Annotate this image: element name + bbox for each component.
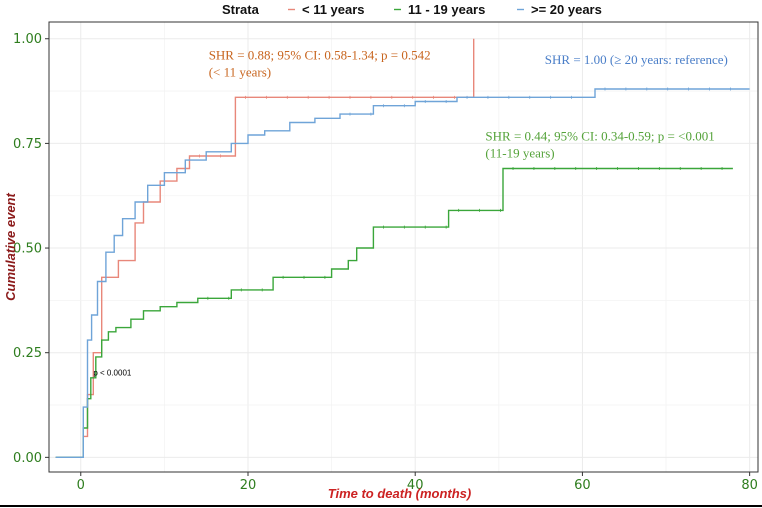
annotation-line: SHR = 1.00 (≥ 20 years: reference) [545,52,728,67]
annotation-2: SHR = 1.00 (≥ 20 years: reference) [545,52,728,67]
annotation-line: (11-19 years) [485,145,554,160]
annotation-3: SHR = 0.44; 95% CI: 0.34-0.59; p = <0.00… [485,128,714,160]
legend-entry-3: >= 20 years [531,2,602,17]
x-tick-label: 40 [407,478,424,493]
x-tick-label: 60 [574,478,591,493]
legend-entry-1: < 11 years [302,2,365,17]
y-axis-title: Cumulative event [3,193,18,301]
x-tick-label: 20 [240,478,257,493]
series-line-3 [55,88,750,458]
plot-border [48,21,759,473]
annotations: SHR = 0.88; 95% CI: 0.58-1.34; p = 0.542… [93,48,728,378]
y-tick-label: 0.50 [13,242,42,257]
axes: 0.00 0.25 0.50 0.75 1.00 0 20 40 60 80 Time to dea… [0,21,762,507]
y-tick-label: 0.75 [13,137,42,152]
annotation-line: SHR = 0.88; 95% CI: 0.58-1.34; p = 0.542 [209,48,431,63]
annotation-line: (< 11 years) [209,65,271,80]
p-value-label: p < 0.0001 [93,369,132,378]
annotation-line: p < 0.0001 [93,369,132,378]
legend: Strata < 11 years 11 - 19 years >= 20 years [222,2,602,17]
x-tick-label: 80 [741,478,758,493]
y-tick-label: 0.25 [13,346,42,361]
annotation-1: SHR = 0.88; 95% CI: 0.58-1.34; p = 0.542… [209,48,431,80]
series-group [55,38,750,458]
x-axis-title: Time to death (months) [328,486,471,501]
series-line-1 [55,38,475,458]
annotation-line: SHR = 0.44; 95% CI: 0.34-0.59; p = <0.00… [485,128,714,143]
legend-title: Strata [222,2,260,17]
y-tick-label: 1.00 [13,32,42,47]
x-tick-label: 0 [77,478,85,493]
y-tick-label: 0.00 [13,451,42,466]
series-line-2 [55,167,733,458]
legend-entry-2: 11 - 19 years [408,2,485,17]
